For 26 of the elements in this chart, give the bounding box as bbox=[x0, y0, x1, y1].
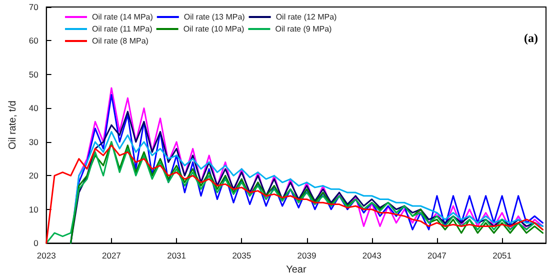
y-tick-label: 40 bbox=[28, 103, 39, 114]
x-axis-title: Year bbox=[286, 264, 307, 276]
annotation: (a) bbox=[524, 31, 538, 45]
x-tick-label: 2039 bbox=[297, 250, 316, 261]
legend-label: Oil rate (10 MPa) bbox=[183, 24, 245, 34]
legend-label: Oil rate (8 MPa) bbox=[92, 36, 149, 46]
x-tick-label: 2035 bbox=[232, 250, 252, 261]
y-axis-title: Oil rate, t/d bbox=[8, 100, 18, 150]
legend-label: Oil rate (13 MPa) bbox=[184, 12, 246, 22]
legend-label: Oil rate (9 MPa) bbox=[275, 24, 332, 34]
x-tick-label: 2051 bbox=[492, 250, 512, 261]
y-tick-label: 30 bbox=[28, 136, 39, 147]
y-tick-label: 0 bbox=[34, 238, 39, 248]
x-tick-label: 2047 bbox=[427, 250, 447, 261]
x-tick-label: 2043 bbox=[362, 250, 382, 261]
legend-label: Oil rate (12 MPa) bbox=[276, 12, 338, 22]
x-tick-label: 2023 bbox=[36, 250, 56, 261]
y-tick-label: 50 bbox=[28, 69, 39, 80]
legend-label: Oil rate (14 MPa) bbox=[92, 12, 154, 22]
x-tick-label: 2031 bbox=[167, 250, 186, 261]
y-tick-label: 60 bbox=[28, 36, 39, 46]
y-tick-label: 10 bbox=[28, 204, 39, 214]
y-tick-label: 70 bbox=[28, 2, 39, 12]
legend-label: Oil rate (11 MPa) bbox=[92, 24, 153, 34]
x-tick-label: 2027 bbox=[102, 250, 122, 261]
y-tick-label: 20 bbox=[28, 170, 39, 181]
